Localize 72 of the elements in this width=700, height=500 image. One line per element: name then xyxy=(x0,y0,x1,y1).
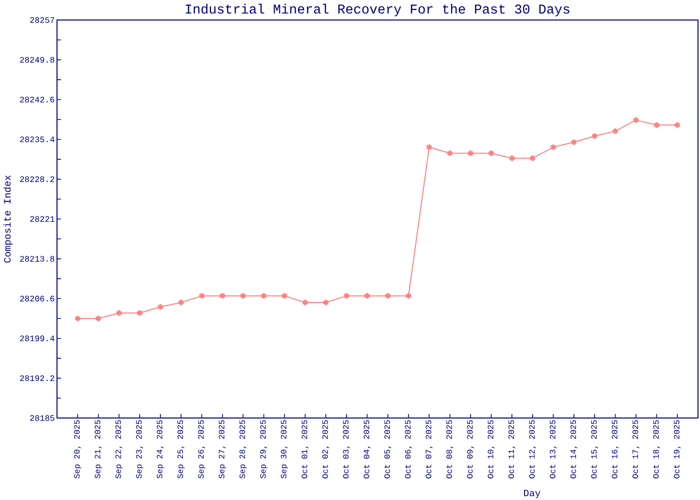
x-tick-label: Oct 10, 2025 xyxy=(488,420,495,478)
y-tick-label: 28185 xyxy=(30,415,54,421)
x-tick-label: Oct 13, 2025 xyxy=(550,420,557,478)
point xyxy=(508,154,516,162)
point xyxy=(467,150,474,157)
point xyxy=(157,303,164,311)
x-tick-label: Oct 12, 2025 xyxy=(529,420,536,478)
point xyxy=(426,143,433,151)
point xyxy=(116,309,122,317)
point xyxy=(322,298,330,306)
point xyxy=(405,292,412,300)
x-tick-label: Oct 01, 2025 xyxy=(302,420,309,478)
x-tick-label: Oct 11, 2025 xyxy=(508,420,516,478)
x-tick-label: Sep 22, 2025 xyxy=(115,420,123,478)
point xyxy=(281,292,288,300)
y-tick-label: 28228.2 xyxy=(20,176,54,182)
x-tick-label: Oct 09, 2025 xyxy=(467,420,474,478)
x-tick-label: Oct 02, 2025 xyxy=(322,420,330,478)
y-tick-label: 28206.6 xyxy=(20,296,54,302)
point xyxy=(570,138,578,146)
point xyxy=(550,143,557,151)
x-axis-title: Day xyxy=(524,490,540,498)
point xyxy=(343,292,350,300)
x-tick-label: Oct 08, 2025 xyxy=(446,420,454,478)
point xyxy=(488,150,495,157)
y-tick-label: 28242.6 xyxy=(20,96,54,102)
x-tick-label: Sep 28, 2025 xyxy=(240,420,247,478)
x-tick-label: Sep 26, 2025 xyxy=(198,420,206,478)
point xyxy=(198,292,206,300)
x-tick-label: Oct 17, 2025 xyxy=(632,420,640,478)
point xyxy=(612,127,619,135)
y-tick-label: 28213.8 xyxy=(20,256,54,262)
point xyxy=(219,292,226,300)
x-tick-label: Sep 29, 2025 xyxy=(260,420,268,478)
x-tick-label: Sep 23, 2025 xyxy=(136,420,144,478)
point xyxy=(240,292,246,300)
point xyxy=(95,314,102,322)
x-tick-label: Oct 05, 2025 xyxy=(384,420,392,478)
point xyxy=(136,309,144,317)
x-tick-label: Oct 15, 2025 xyxy=(591,420,598,478)
point xyxy=(364,292,370,300)
y-axis-title: Composite Index xyxy=(3,175,13,263)
y-tick-label: 28249.8 xyxy=(20,56,54,63)
x-tick-label: Oct 07, 2025 xyxy=(426,420,433,478)
point xyxy=(384,292,392,300)
x-tick-label: Sep 24, 2025 xyxy=(156,420,164,478)
y-tick-label: 28257 xyxy=(30,17,54,23)
y-tick-label: 28192.2 xyxy=(20,375,54,382)
point xyxy=(446,150,454,157)
point xyxy=(260,292,268,300)
point xyxy=(653,121,660,129)
x-tick-label: Oct 04, 2025 xyxy=(364,420,371,478)
y-tick-label: 28199.4 xyxy=(20,336,54,342)
x-tick-label: Oct 06, 2025 xyxy=(405,420,412,478)
x-tick-label: Sep 27, 2025 xyxy=(218,420,226,478)
y-tick-label: 28221 xyxy=(30,216,54,222)
x-tick-label: Oct 16, 2025 xyxy=(612,420,619,478)
y-tick-label: 28235.4 xyxy=(20,136,54,142)
x-tick-label: Sep 21, 2025 xyxy=(94,420,102,478)
x-tick-label: Oct 18, 2025 xyxy=(653,420,660,478)
x-tick-label: Oct 03, 2025 xyxy=(343,420,350,478)
point xyxy=(591,132,598,140)
x-tick-label: Oct 14, 2025 xyxy=(570,420,578,478)
chart-title: Industrial Mineral Recovery For the Past 30 Days xyxy=(186,4,570,16)
point xyxy=(529,154,536,162)
x-tick-label: Oct 19, 2025 xyxy=(674,420,681,478)
x-tick-label: Sep 30, 2025 xyxy=(280,420,288,478)
x-tick-label: Sep 20, 2025 xyxy=(74,420,82,478)
point xyxy=(302,298,308,306)
point xyxy=(178,298,184,306)
point xyxy=(632,116,640,124)
x-tick-label: Sep 25, 2025 xyxy=(177,420,185,478)
